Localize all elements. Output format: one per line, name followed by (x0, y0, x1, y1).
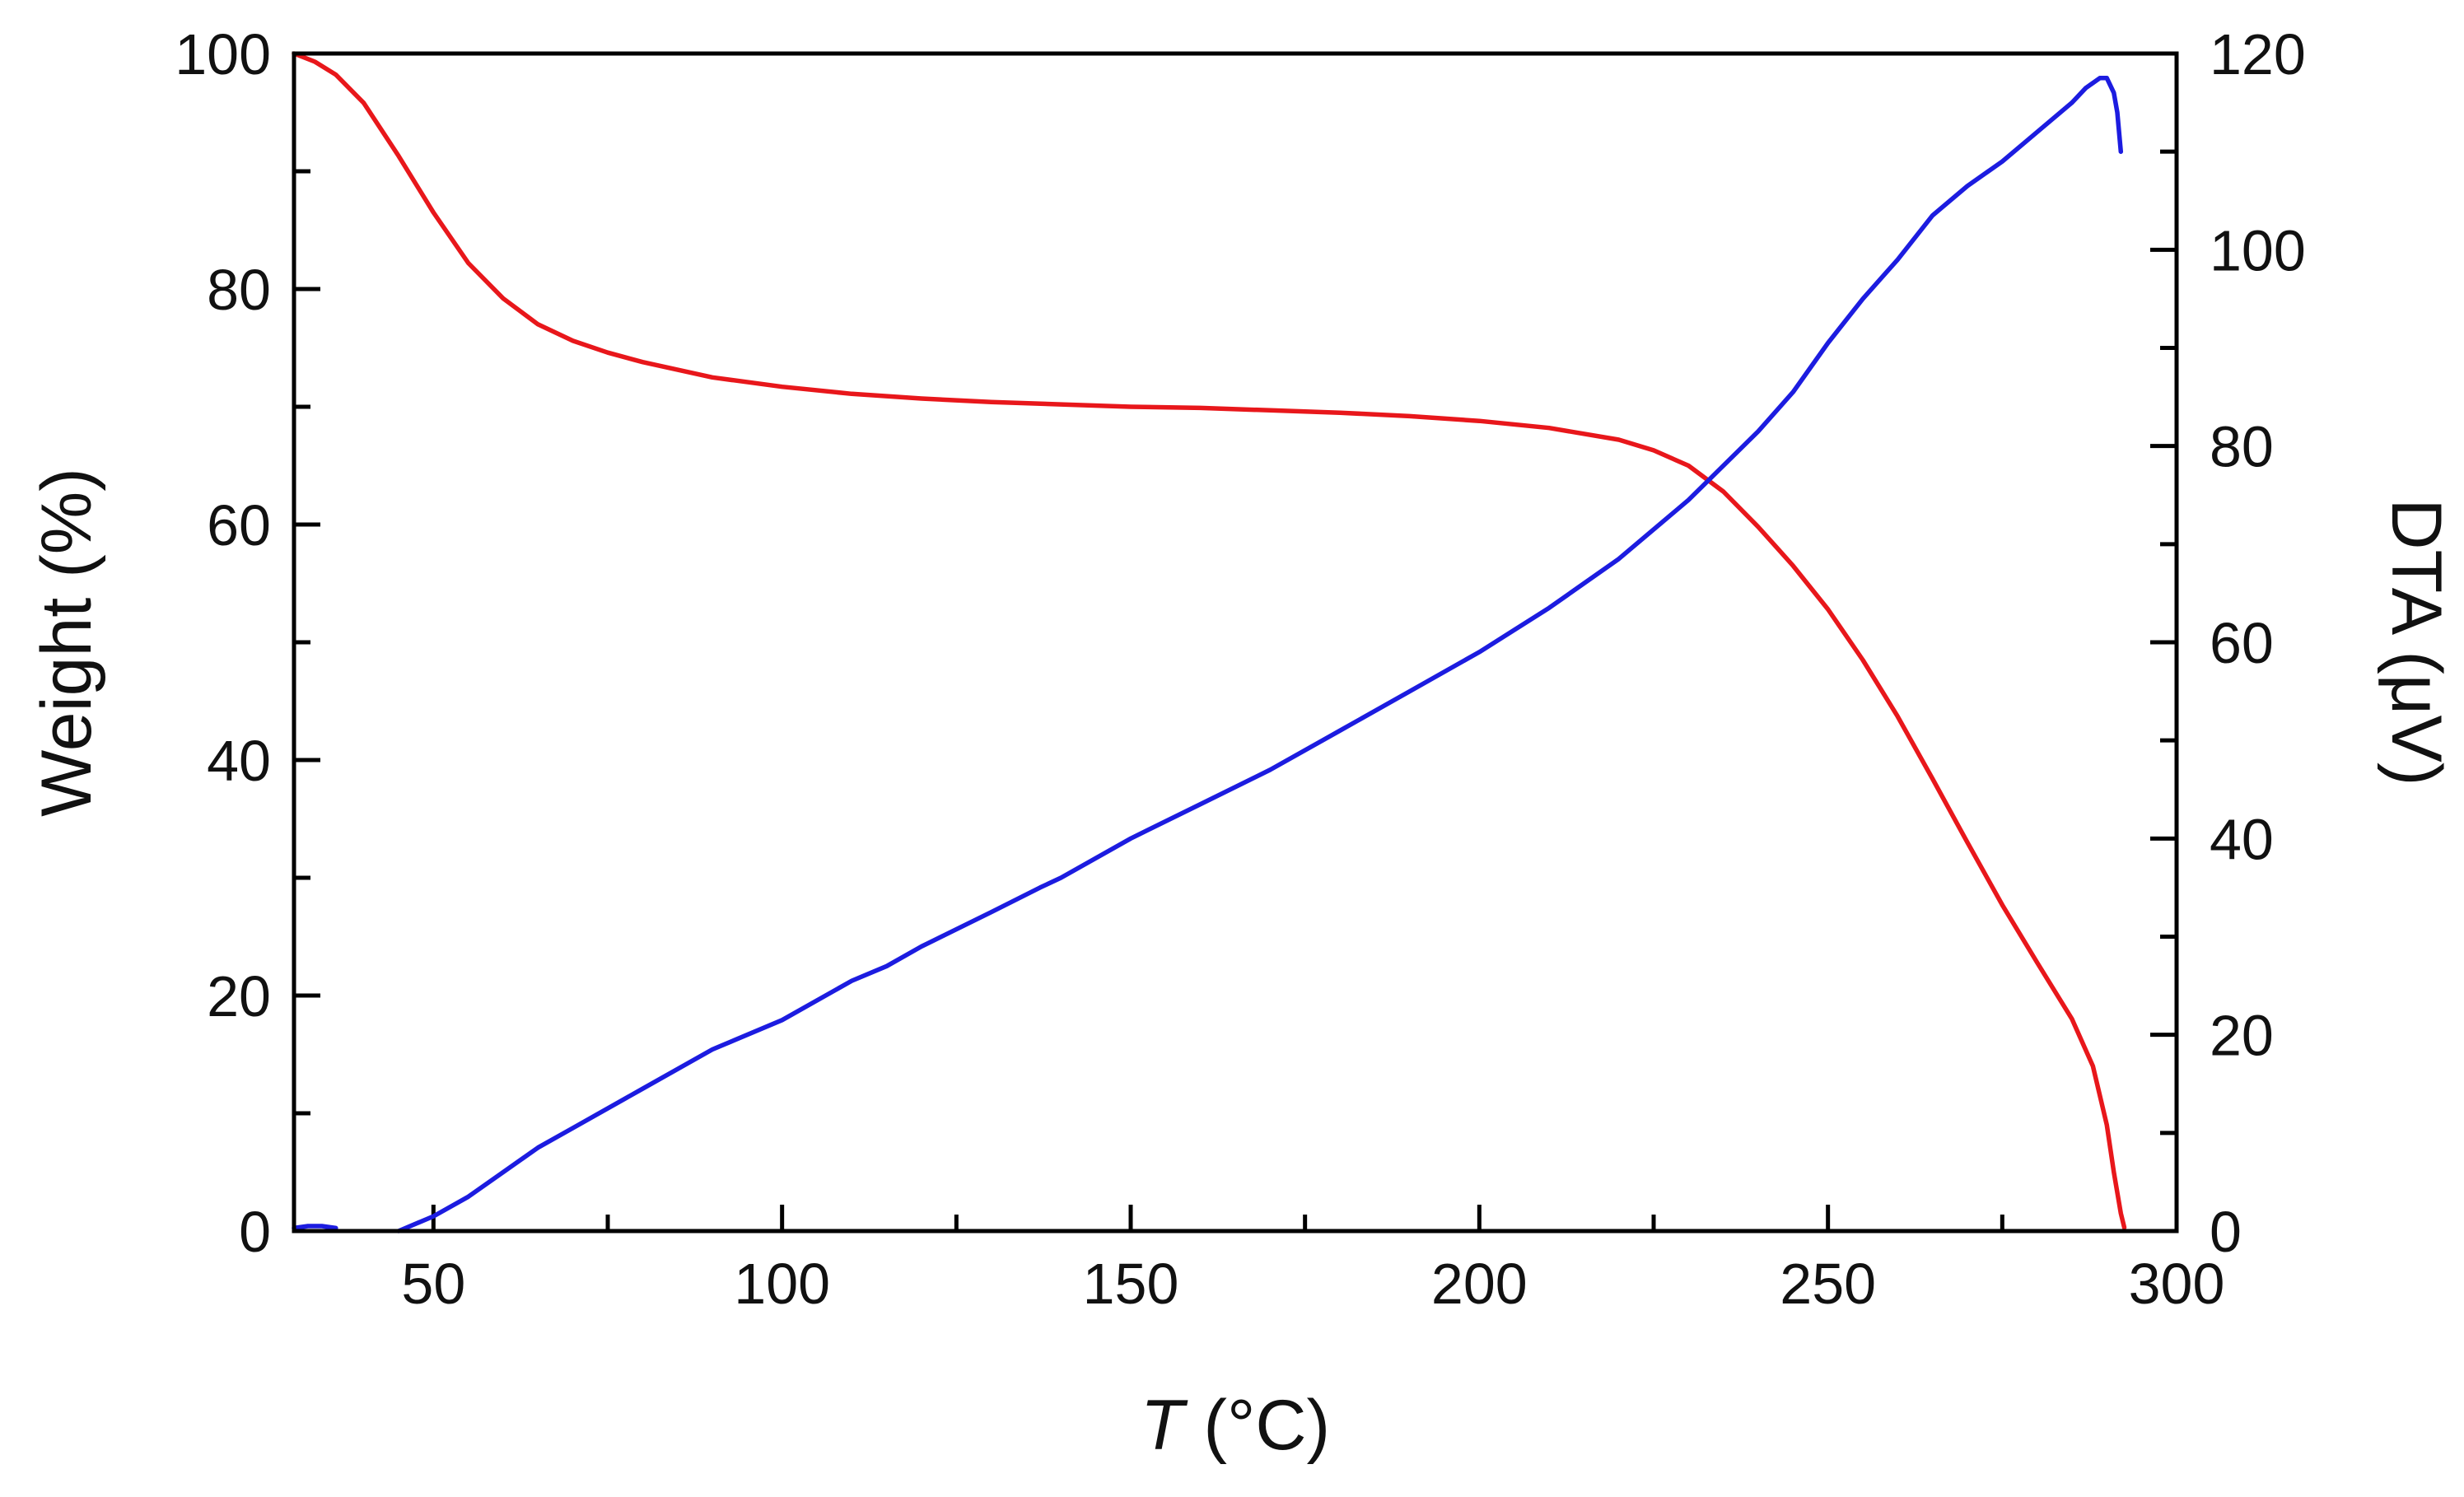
x-tick-label: 300 (2129, 1252, 2225, 1316)
y2-tick-label: 100 (2210, 218, 2306, 282)
x-tick-label: 150 (1083, 1252, 1179, 1316)
x-axis-unit: (°C) (1183, 1386, 1330, 1465)
y-axis-title-right: DTA (μV) (2377, 499, 2456, 786)
tick-labels: 50 100 150 200 250 30002040608010002040608010… (175, 22, 2306, 1316)
x-tick-label: 200 (1431, 1252, 1528, 1316)
x-tick-label: 250 (1780, 1252, 1876, 1316)
y2-tick-label: 20 (2210, 1004, 2274, 1068)
x-axis-title: T (°C) (1141, 1386, 1330, 1465)
dta-curve-1 (292, 1224, 338, 1231)
y2-tick-label: 80 (2210, 415, 2274, 479)
plot-series (292, 51, 2127, 1234)
y2-tick-label: 60 (2210, 611, 2274, 675)
x-tick-label: 50 (401, 1252, 465, 1316)
weight-curve-0 (292, 51, 2127, 1230)
y-tick-label: 20 (207, 964, 271, 1028)
y-tick-label: 100 (175, 22, 271, 86)
y2-tick-label: 0 (2210, 1200, 2242, 1264)
x-tick-label: 100 (734, 1252, 830, 1316)
axis-ticks (294, 149, 2177, 1231)
y2-tick-label: 120 (2210, 22, 2306, 86)
y-tick-label: 0 (239, 1200, 271, 1264)
x-axis-symbol: T (1141, 1386, 1188, 1465)
y-tick-label: 40 (207, 729, 271, 793)
y-tick-label: 80 (207, 258, 271, 322)
plot-frame (292, 51, 2179, 1234)
dta-curve-2 (396, 76, 2124, 1234)
y-axis-title-left: Weight (%) (27, 468, 106, 817)
y-tick-label: 60 (207, 493, 271, 557)
y2-tick-label: 40 (2210, 807, 2274, 871)
